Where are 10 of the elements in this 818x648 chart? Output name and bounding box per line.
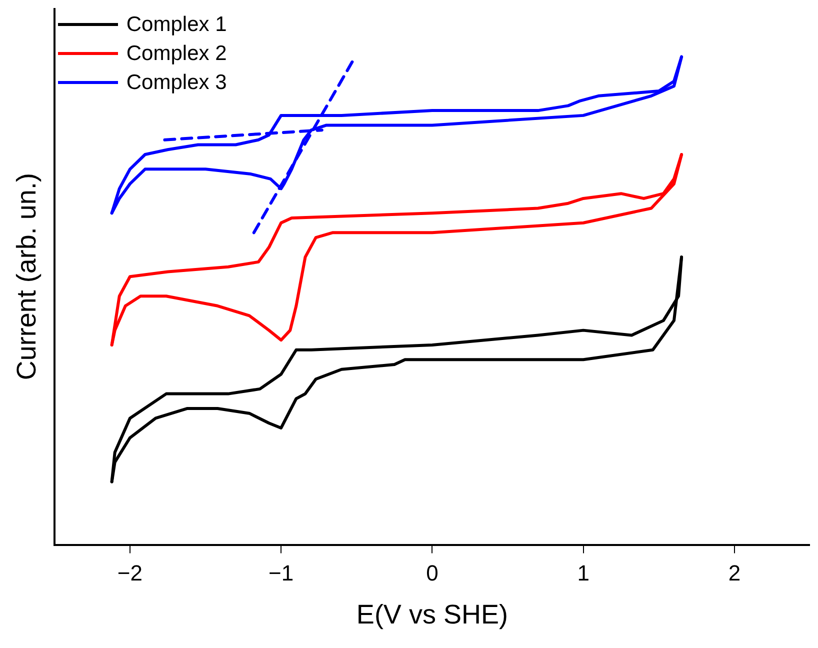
x-axis-title: E(V vs SHE): [356, 599, 508, 630]
x-tick-label: −1: [268, 560, 294, 586]
legend-label: Complex 2: [126, 42, 227, 66]
x-tick-label: 0: [426, 560, 438, 586]
x-tick-label: 1: [577, 560, 590, 586]
legend-label: Complex 1: [126, 12, 227, 36]
legend-label: Complex 3: [126, 70, 227, 94]
x-tick-label: −2: [117, 560, 143, 586]
x-tick-label: 2: [728, 560, 741, 586]
y-axis-title: Current (arb. un.): [12, 173, 42, 380]
